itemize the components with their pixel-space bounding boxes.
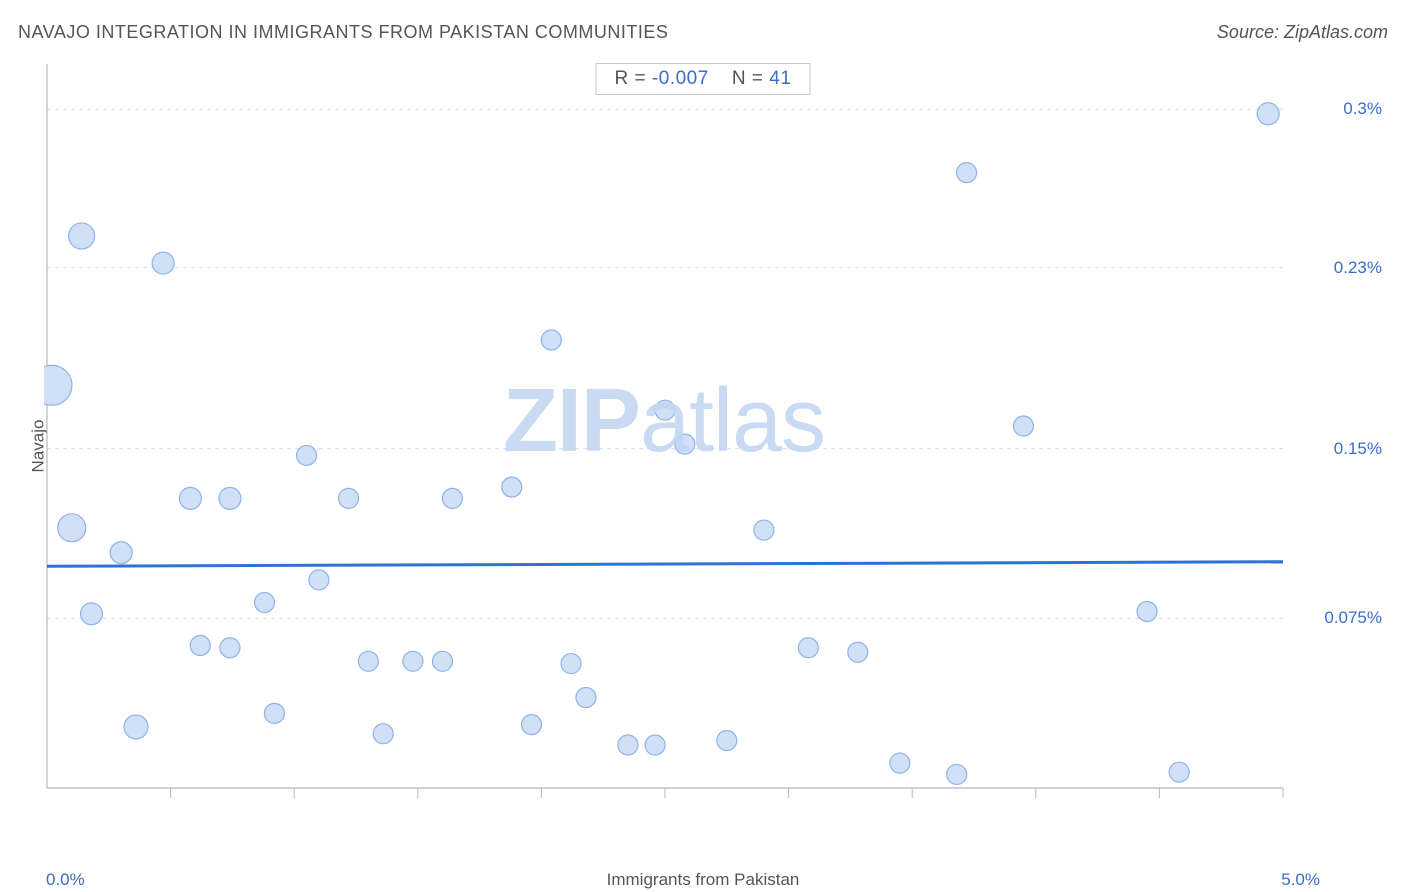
x-axis-label: Immigrants from Pakistan <box>607 870 800 890</box>
r-label: R = <box>615 68 652 89</box>
scatter-plot <box>44 58 1284 806</box>
n-label: N = <box>732 68 769 89</box>
n-value: 41 <box>769 68 791 89</box>
source-label: Source: ZipAtlas.com <box>1217 22 1388 43</box>
header: NAVAJO INTEGRATION IN IMMIGRANTS FROM PA… <box>18 22 1388 43</box>
y-tick-label: 0.23% <box>1334 258 1382 278</box>
x-tick-max: 5.0% <box>1281 870 1320 890</box>
r-value: -0.007 <box>652 68 709 89</box>
chart-title: NAVAJO INTEGRATION IN IMMIGRANTS FROM PA… <box>18 22 668 43</box>
stats-box: R = -0.007 N = 41 <box>596 63 811 95</box>
source-prefix: Source: <box>1217 22 1284 42</box>
y-tick-label: 0.15% <box>1334 439 1382 459</box>
x-tick-min: 0.0% <box>46 870 85 890</box>
y-tick-label: 0.3% <box>1343 99 1382 119</box>
y-tick-label: 0.075% <box>1324 608 1382 628</box>
chart-area: ZIPatlas <box>44 58 1284 806</box>
source-name: ZipAtlas.com <box>1284 22 1388 42</box>
